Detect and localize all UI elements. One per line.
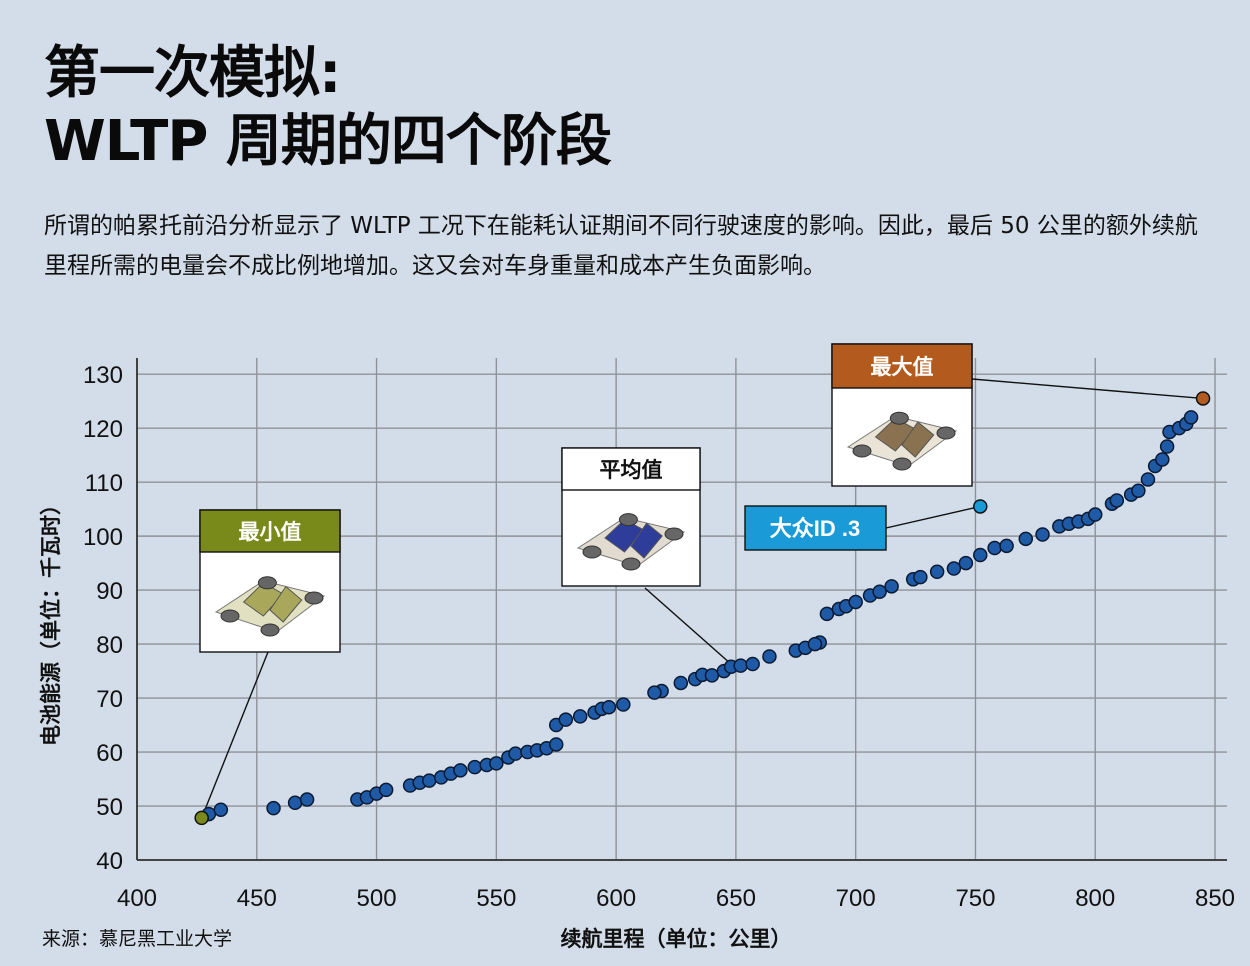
data-point: [946, 561, 962, 576]
data-point: [999, 538, 1014, 554]
leader-line-vw: [885, 505, 981, 529]
data-point: [467, 759, 483, 775]
title-line-1: 第一次模拟:: [44, 41, 341, 106]
x-tick-label: 450: [237, 885, 277, 912]
data-point: [1018, 531, 1034, 547]
x-tick-label: 800: [1075, 885, 1115, 912]
data-point: [673, 675, 689, 691]
car-illustration-min: [214, 576, 326, 637]
callout-label-min: 最小值: [239, 520, 302, 544]
callout-label-max: 最大值: [871, 355, 934, 379]
data-point: [733, 658, 748, 673]
data-point: [819, 606, 835, 622]
data-point: [1035, 527, 1050, 542]
data-point: [958, 555, 974, 571]
x-tick-label: 600: [596, 885, 636, 912]
title-line-2: WLTP 周期的四个阶段: [44, 109, 612, 174]
data-point: [489, 756, 504, 771]
data-point: [848, 594, 863, 610]
x-tick-label: 400: [117, 885, 157, 912]
data-point: [453, 763, 468, 778]
data-point: [762, 649, 777, 664]
x-tick-label: 650: [716, 885, 756, 912]
y-tick-label: 110: [85, 470, 123, 497]
vw-label-box: [744, 505, 887, 551]
data-point: [1183, 410, 1199, 425]
data-point: [1159, 439, 1175, 454]
y-tick-label: 50: [96, 794, 123, 821]
data-point: [807, 636, 823, 652]
data-point: [572, 709, 588, 724]
leader-line-min: [201, 651, 269, 819]
y-tick-label: 60: [96, 740, 123, 767]
max-point: [1195, 391, 1211, 406]
car-illustration-max: [846, 411, 958, 471]
leader-line-avg: [644, 587, 737, 669]
y-tick-label: 90: [96, 578, 123, 605]
y-tick-label: 120: [83, 416, 123, 443]
callout-label-avg: 平均值: [600, 458, 663, 482]
x-tick-label: 750: [955, 885, 995, 912]
x-tick-label: 700: [836, 885, 876, 912]
data-point: [872, 584, 887, 599]
data-point: [616, 697, 631, 712]
data-point: [266, 800, 281, 816]
x-tick-label: 500: [357, 885, 397, 912]
data-point: [1155, 452, 1170, 467]
x-tick-label: 850: [1195, 885, 1235, 912]
data-point: [913, 569, 928, 585]
data-point: [884, 579, 899, 594]
data-point: [601, 699, 617, 715]
data-point: [508, 746, 523, 761]
y-tick-label: 40: [96, 848, 123, 875]
data-point: [704, 668, 720, 683]
data-point: [299, 792, 315, 807]
data-point: [929, 564, 945, 580]
y-tick-label: 100: [83, 524, 123, 551]
data-point: [647, 685, 662, 700]
data-point: [378, 782, 394, 798]
data-point: [287, 795, 303, 811]
y-axis-title: 电池能源（单位：千瓦时）: [39, 494, 63, 746]
data-point: [213, 802, 229, 818]
callout-header-max: [831, 343, 973, 389]
x-tick-label: 550: [476, 885, 516, 912]
x-axis-title: 续航里程（单位：公里）: [561, 927, 792, 951]
data-point: [558, 712, 574, 727]
data-point: [1140, 472, 1156, 487]
source-note: 来源：慕尼黑工业大学: [42, 928, 233, 950]
data-point: [987, 540, 1002, 556]
car-illustration-avg: [576, 513, 686, 571]
vw-label: 大众ID .3: [770, 516, 860, 541]
data-point: [1131, 483, 1146, 499]
data-point: [973, 547, 988, 563]
y-tick-label: 70: [96, 686, 123, 713]
vw-point: [973, 499, 988, 514]
callout-header-min: [199, 509, 341, 553]
data-point: [745, 656, 760, 672]
data-point: [548, 737, 564, 752]
y-tick-label: 80: [96, 632, 123, 659]
data-point: [1109, 493, 1125, 508]
callout-header-avg: [561, 447, 701, 491]
leader-line-max: [971, 378, 1204, 400]
data-point: [1087, 507, 1103, 522]
data-point: [422, 773, 437, 788]
chart-title: 第一次模拟: WLTP 周期的四个阶段: [44, 40, 612, 176]
min-point: [194, 810, 209, 826]
chart-description: 所谓的帕累托前沿分析显示了 WLTP 工况下在能耗认证期间不同行驶速度的影响。因…: [44, 213, 1198, 279]
y-tick-label: 130: [83, 362, 123, 389]
